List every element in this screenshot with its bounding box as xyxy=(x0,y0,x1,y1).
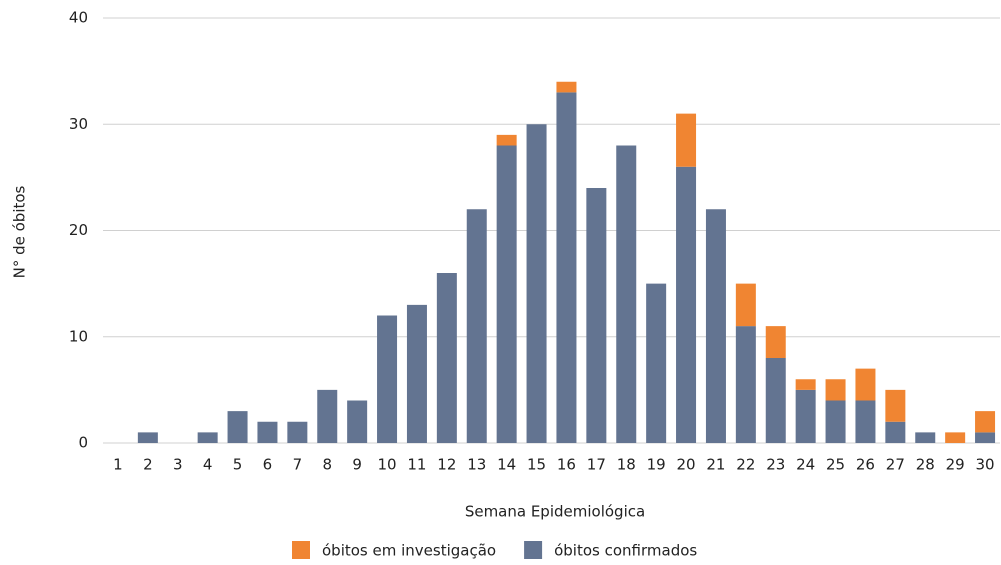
bar-segment xyxy=(795,379,816,390)
y-tick-label: 0 xyxy=(78,434,88,452)
x-tick-label: 27 xyxy=(886,456,905,474)
x-tick-label: 2 xyxy=(143,456,153,474)
bar-segment xyxy=(885,421,906,443)
bar-segment xyxy=(406,304,427,443)
bar-segment xyxy=(347,400,368,443)
bar-segment xyxy=(556,81,577,93)
x-tick-label: 1 xyxy=(113,456,123,474)
x-tick-label: 14 xyxy=(497,456,516,474)
bar-segment xyxy=(257,421,278,443)
x-tick-label: 5 xyxy=(233,456,243,474)
bar-segment xyxy=(436,273,457,443)
bar-segment xyxy=(317,389,338,443)
bar-segment xyxy=(735,283,756,327)
x-tick-label: 17 xyxy=(587,456,606,474)
x-tick-label: 15 xyxy=(527,456,546,474)
x-tick-label: 18 xyxy=(617,456,636,474)
bar-segment xyxy=(526,124,547,443)
legend-swatch xyxy=(292,541,310,559)
bar-segment xyxy=(377,315,398,443)
bar-segment xyxy=(616,145,637,443)
bar-segment xyxy=(705,209,726,443)
x-tick-label: 16 xyxy=(557,456,576,474)
bar-segment xyxy=(197,432,218,443)
bar-segment xyxy=(735,326,756,443)
x-tick-label: 8 xyxy=(322,456,332,474)
x-tick-label: 22 xyxy=(736,456,755,474)
x-tick-label: 21 xyxy=(706,456,725,474)
x-tick-label: 4 xyxy=(203,456,213,474)
bar-segment xyxy=(855,368,876,401)
x-tick-label: 19 xyxy=(647,456,666,474)
bar-segment xyxy=(586,188,607,443)
bar-segment xyxy=(765,358,786,443)
bar-segment xyxy=(137,432,158,443)
x-tick-label: 30 xyxy=(976,456,995,474)
bar-segment xyxy=(466,209,487,443)
bar-segment xyxy=(227,411,248,443)
bar-segment xyxy=(915,432,936,443)
bar-segment xyxy=(556,92,577,443)
y-tick-label: 30 xyxy=(69,115,88,133)
y-tick-label: 10 xyxy=(69,327,88,345)
legend: óbitos em investigação óbitos confirmados xyxy=(292,541,697,560)
x-tick-label: 24 xyxy=(796,456,815,474)
bar-segment xyxy=(975,411,996,433)
bar-segment xyxy=(646,283,667,443)
bar-segment xyxy=(676,113,697,167)
legend-label: óbitos confirmados xyxy=(554,542,697,560)
x-tick-label: 11 xyxy=(407,456,426,474)
bar-segment xyxy=(287,421,308,443)
x-tick-label: 6 xyxy=(263,456,273,474)
legend-swatch xyxy=(524,541,543,559)
x-tick-label: 3 xyxy=(173,456,183,474)
y-axis-title: N° de óbitos xyxy=(11,185,29,278)
bar-segment xyxy=(885,389,906,422)
x-tick-label: 29 xyxy=(946,456,965,474)
bar-segment xyxy=(855,400,876,443)
bar-segment xyxy=(676,166,697,443)
bar-segment xyxy=(496,134,517,146)
bar-segment xyxy=(945,432,966,443)
x-tick-label: 20 xyxy=(677,456,696,474)
x-tick-label: 25 xyxy=(826,456,845,474)
x-tick-label: 7 xyxy=(293,456,303,474)
x-tick-label: 28 xyxy=(916,456,935,474)
y-tick-label: 40 xyxy=(69,9,88,27)
bar-segment xyxy=(496,145,517,443)
bar-segment xyxy=(975,432,996,443)
x-tick-label: 23 xyxy=(766,456,785,474)
x-tick-label: 13 xyxy=(467,456,486,474)
x-tick-label: 10 xyxy=(378,456,397,474)
bar-segment xyxy=(795,389,816,443)
bar-segment xyxy=(825,379,846,401)
x-axis-title: Semana Epidemiológica xyxy=(465,503,645,521)
x-tick-label: 26 xyxy=(856,456,875,474)
bar-segment xyxy=(765,326,786,358)
y-tick-label: 20 xyxy=(69,221,88,239)
legend-label: óbitos em investigação xyxy=(322,542,496,560)
x-tick-label: 9 xyxy=(352,456,362,474)
x-tick-label: 12 xyxy=(437,456,456,474)
bar-segment xyxy=(825,400,846,443)
